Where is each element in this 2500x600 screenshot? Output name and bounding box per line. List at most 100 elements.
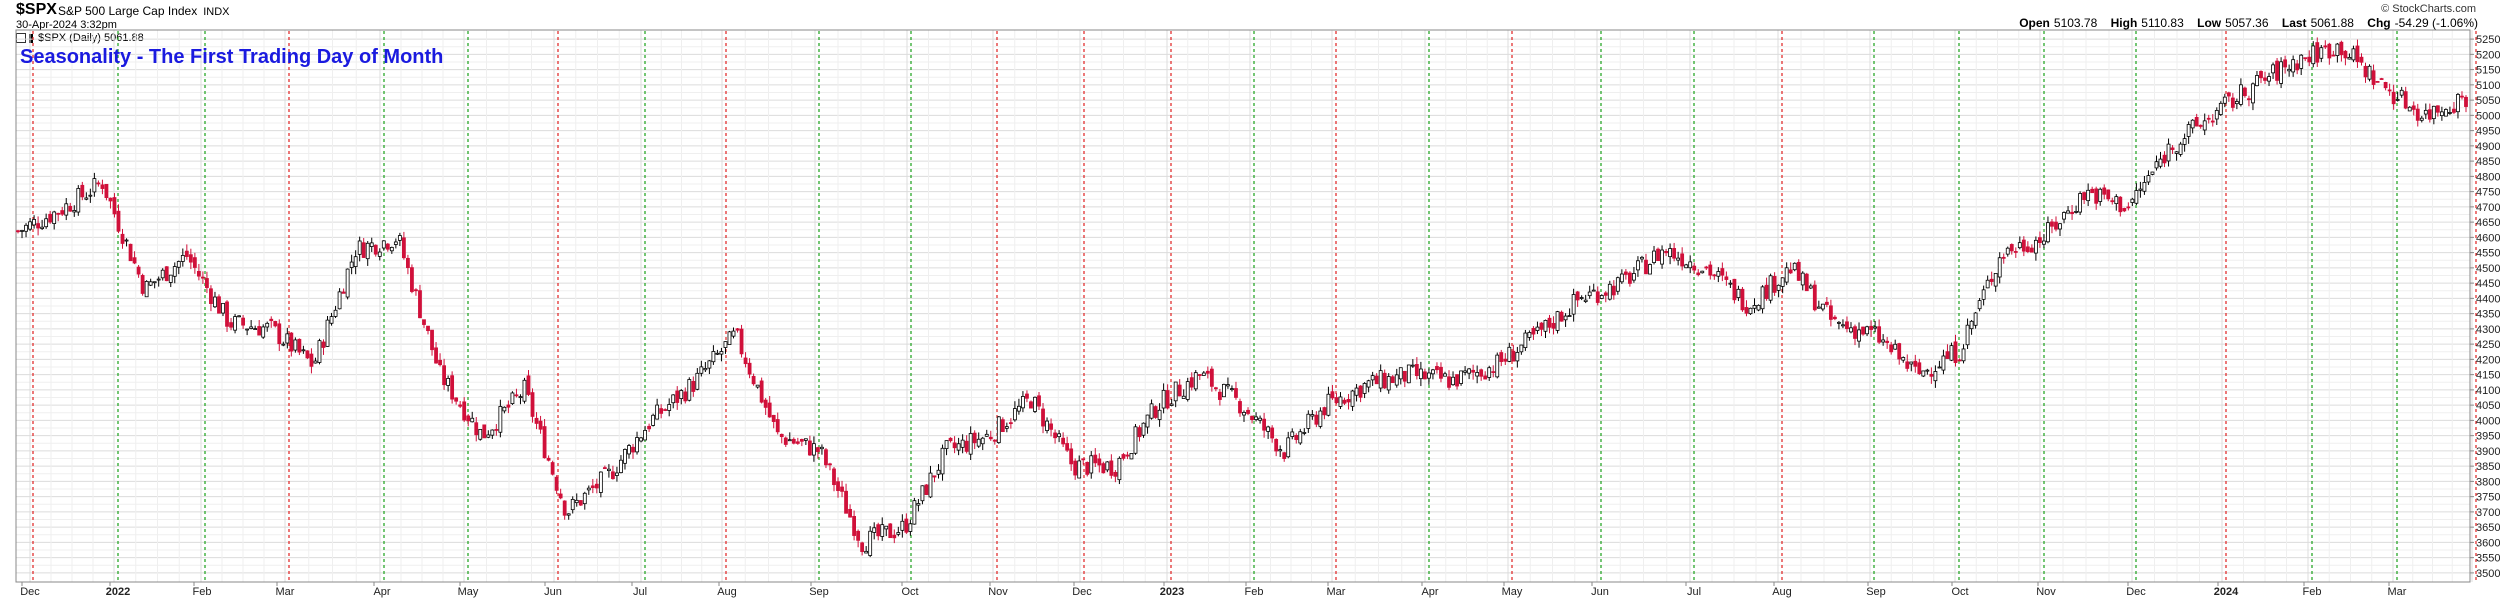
candle-body bbox=[20, 230, 24, 232]
candle-body bbox=[1788, 269, 1793, 274]
y-tick-label: 4550 bbox=[2476, 248, 2500, 260]
candle-body bbox=[438, 359, 442, 366]
candle-body bbox=[763, 399, 768, 408]
candle-body bbox=[2146, 175, 2151, 183]
candle-body bbox=[1467, 368, 1472, 374]
candle-body bbox=[233, 316, 237, 331]
candle-body bbox=[261, 326, 266, 338]
candle-body bbox=[2439, 111, 2444, 117]
candle-body bbox=[550, 462, 555, 475]
candle-body bbox=[2182, 138, 2187, 145]
candle-body bbox=[1390, 376, 1395, 384]
candle-body bbox=[1398, 367, 1403, 380]
candle-body bbox=[1402, 370, 1407, 382]
candle-body bbox=[2419, 117, 2424, 121]
candle-body bbox=[731, 330, 736, 337]
symbol-description: S&P 500 Large Cap Index INDX bbox=[58, 4, 230, 18]
candle-body bbox=[1443, 373, 1447, 377]
exchange: INDX bbox=[203, 6, 230, 18]
candle-body bbox=[357, 240, 362, 255]
candle-body bbox=[1246, 409, 1250, 414]
candle-body bbox=[1595, 291, 1600, 303]
candle-body bbox=[1543, 319, 1548, 332]
stockcharts-credit[interactable]: © StockCharts.com bbox=[2381, 3, 2476, 15]
candle-body bbox=[333, 309, 338, 317]
x-tick-label: Apr bbox=[373, 586, 390, 598]
candle-body bbox=[1427, 372, 1431, 379]
candle-body bbox=[1993, 273, 1998, 287]
y-tick-label: 3750 bbox=[2476, 492, 2500, 504]
candle-body bbox=[2379, 78, 2384, 80]
y-tick-label: 5200 bbox=[2476, 49, 2500, 61]
candle-body bbox=[2038, 237, 2042, 244]
candle-body bbox=[1579, 297, 1584, 299]
candle-body bbox=[2186, 124, 2191, 137]
candle-body bbox=[1422, 371, 1427, 380]
candle-body bbox=[558, 493, 563, 499]
candle-body bbox=[699, 366, 704, 374]
candle-body bbox=[1644, 259, 1648, 275]
candle-body bbox=[1660, 249, 1664, 265]
candle-body bbox=[1917, 362, 1922, 375]
candle-body bbox=[128, 243, 133, 262]
candle-body bbox=[92, 178, 97, 193]
candle-body bbox=[2162, 154, 2167, 164]
candle-body bbox=[2327, 43, 2332, 59]
candle-body bbox=[2259, 71, 2263, 79]
candle-body bbox=[1989, 278, 1994, 282]
candle-body bbox=[1712, 274, 1717, 277]
candle-body bbox=[643, 430, 647, 441]
candle-body bbox=[1583, 299, 1588, 302]
candle-body bbox=[1772, 275, 1777, 293]
candle-body bbox=[1567, 315, 1572, 317]
candle-body bbox=[671, 394, 676, 404]
candle-body bbox=[1700, 270, 1705, 274]
candle-body bbox=[2464, 96, 2468, 107]
x-axis-ticks: Dec 2022 Feb Mar Apr May Jun Jul Aug Sep Oct Nov Dec… bbox=[20, 582, 2407, 598]
candle-body bbox=[1953, 341, 1958, 363]
candle-body bbox=[321, 341, 326, 348]
candle-body bbox=[1250, 415, 1254, 421]
candle-body bbox=[663, 409, 668, 411]
candle-body bbox=[651, 414, 656, 426]
candle-body bbox=[2222, 96, 2227, 104]
candle-body bbox=[739, 328, 744, 355]
candle-body bbox=[209, 288, 213, 304]
candle-body bbox=[2291, 59, 2296, 73]
candle-body bbox=[373, 244, 378, 255]
candle-body bbox=[120, 233, 125, 244]
y-tick-label: 4050 bbox=[2476, 400, 2500, 412]
candle-body bbox=[205, 278, 209, 288]
candle-body bbox=[1752, 305, 1757, 309]
candle-body bbox=[265, 322, 270, 328]
candle-body bbox=[1555, 311, 1560, 331]
candle-body bbox=[309, 353, 314, 367]
candle-body bbox=[852, 516, 856, 536]
x-tick-label: Aug bbox=[717, 586, 737, 598]
candle-body bbox=[924, 484, 929, 495]
candle-body bbox=[2238, 84, 2243, 105]
candle-body bbox=[1439, 366, 1443, 379]
candle-body bbox=[522, 379, 527, 402]
candle-body bbox=[807, 440, 812, 456]
candle-body bbox=[426, 325, 430, 332]
candle-body bbox=[28, 221, 32, 230]
candle-body bbox=[1286, 437, 1291, 458]
candle-body bbox=[1780, 277, 1785, 287]
candle-body bbox=[401, 237, 406, 259]
candle-body bbox=[1507, 346, 1512, 362]
candle-body bbox=[1205, 370, 1210, 374]
candle-body bbox=[2106, 189, 2111, 200]
candle-body bbox=[462, 401, 467, 421]
candle-body bbox=[723, 341, 728, 348]
candle-body bbox=[132, 257, 137, 264]
candle-body bbox=[1294, 434, 1299, 440]
candle-body bbox=[1792, 262, 1797, 271]
candle-body bbox=[538, 420, 543, 430]
candle-body bbox=[96, 182, 101, 185]
candle-body bbox=[940, 447, 945, 475]
x-tick-label: Mar bbox=[276, 586, 295, 598]
y-tick-label: 4000 bbox=[2476, 415, 2500, 427]
candle-body bbox=[803, 438, 808, 441]
